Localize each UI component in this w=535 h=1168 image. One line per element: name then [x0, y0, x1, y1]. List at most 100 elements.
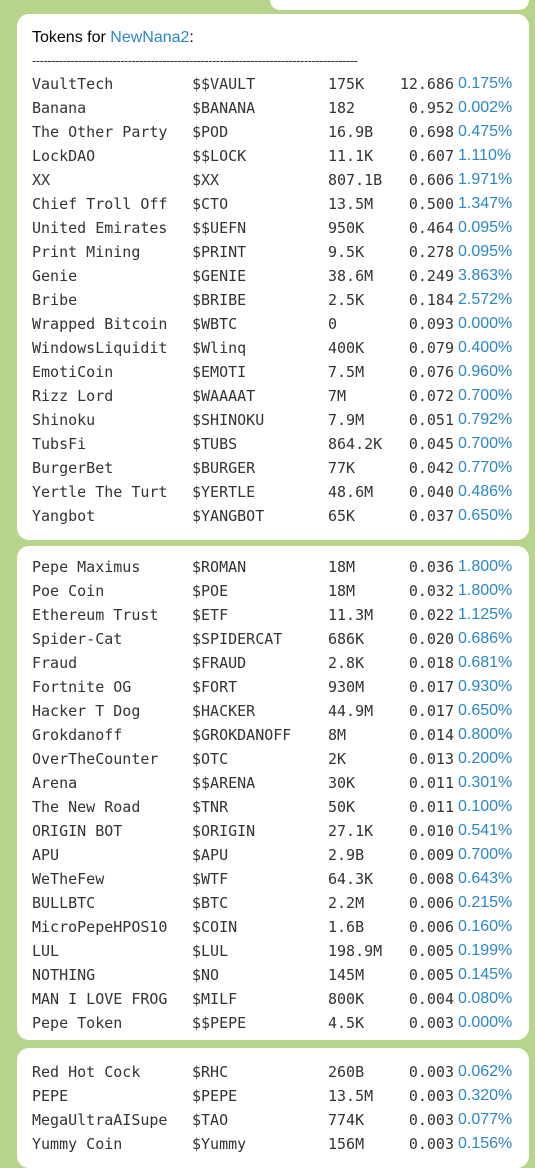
token-market-cap: 0 — [328, 315, 338, 333]
token-price: 0.042 — [408, 459, 454, 477]
token-market-cap: 800K — [328, 990, 365, 1008]
token-percent: 0.320% — [458, 1087, 513, 1104]
token-name: Shinoku — [32, 411, 96, 429]
message-bubble-3: Red Hot Cock $RHC 260B 0.003 0.062% PEPE $PEPE… — [17, 1048, 529, 1168]
token-ticker: $TAO — [192, 1111, 229, 1129]
token-price: 0.014 — [408, 726, 454, 744]
token-row: Yertle The Turt $YERTLE 48.6M 0.040 0.486% — [32, 480, 529, 504]
token-price: 0.004 — [408, 990, 454, 1008]
message-bubble-2: Pepe Maximus $ROMAN 18M 0.036 1.800% Poe Coin… — [17, 546, 529, 1040]
token-market-cap: 182 — [328, 99, 356, 117]
token-row: ORIGIN BOT $ORIGIN 27.1K 0.010 0.541% — [32, 819, 529, 843]
token-ticker: $$LOCK — [192, 147, 247, 165]
token-ticker: $ORIGIN — [192, 822, 256, 840]
token-row: Pepe Maximus $ROMAN 18M 0.036 1.800% — [32, 555, 529, 579]
token-percent: 0.486% — [458, 483, 513, 500]
token-market-cap: 774K — [328, 1111, 365, 1129]
token-percent: 0.199% — [458, 942, 513, 959]
token-price: 0.045 — [408, 435, 454, 453]
token-price: 0.005 — [408, 966, 454, 984]
token-row: Red Hot Cock $RHC 260B 0.003 0.062% — [32, 1060, 529, 1084]
token-market-cap: 145M — [328, 966, 365, 984]
token-name: The Other Party — [32, 123, 168, 141]
token-percent: 0.700% — [458, 387, 513, 404]
token-percent: 0.077% — [458, 1111, 513, 1128]
token-market-cap: 7.9M — [328, 411, 365, 429]
token-row: TubsFi $TUBS 864.2K 0.045 0.700% — [32, 432, 529, 456]
token-percent: 0.100% — [458, 798, 513, 815]
token-name: MAN I LOVE FROG — [32, 990, 168, 1008]
token-market-cap: 16.9B — [328, 123, 374, 141]
token-market-cap: 8M — [328, 726, 347, 744]
token-price: 0.005 — [408, 942, 454, 960]
token-name: XX — [32, 171, 51, 189]
token-ticker: $LUL — [192, 942, 229, 960]
token-percent: 2.572% — [458, 291, 513, 308]
token-row: Fortnite OG $FORT 930M 0.017 0.930% — [32, 675, 529, 699]
token-percent: 1.110% — [458, 147, 512, 164]
token-name: Print Mining — [32, 243, 141, 261]
token-name: PEPE — [32, 1087, 69, 1105]
token-price: 0.051 — [408, 411, 454, 429]
token-price: 0.011 — [408, 774, 454, 792]
token-row: Chief Troll Off $CTO 13.5M 0.500 1.347% — [32, 192, 529, 216]
token-percent: 0.686% — [458, 630, 513, 647]
token-ticker: $BRIBE — [192, 291, 247, 309]
token-price: 0.464 — [408, 219, 454, 237]
token-ticker: $CTO — [192, 195, 229, 213]
header-prefix: Tokens for — [32, 29, 111, 46]
token-percent: 0.301% — [458, 774, 513, 791]
token-ticker: $BANANA — [192, 99, 256, 117]
token-row: VaultTech $$VAULT 175K 12.686 0.175% — [32, 72, 529, 96]
token-market-cap: 930M — [328, 678, 365, 696]
token-percent: 0.400% — [458, 339, 513, 356]
token-ticker: $COIN — [192, 918, 238, 936]
token-ticker: $BTC — [192, 894, 229, 912]
token-percent: 0.145% — [458, 966, 513, 983]
token-price: 0.003 — [408, 1135, 454, 1153]
token-row: Ethereum Trust $ETF 11.3M 0.022 1.125% — [32, 603, 529, 627]
token-market-cap: 30K — [328, 774, 356, 792]
token-name: Rizz Lord — [32, 387, 114, 405]
token-row: Fraud $FRAUD 2.8K 0.018 0.681% — [32, 651, 529, 675]
token-row: MegaUltraAISupe $TAO 774K 0.003 0.077% — [32, 1108, 529, 1132]
token-percent: 0.080% — [458, 990, 513, 1007]
token-ticker: $OTC — [192, 750, 229, 768]
token-ticker: $TUBS — [192, 435, 238, 453]
token-price: 0.278 — [408, 243, 454, 261]
token-market-cap: 2.9B — [328, 846, 365, 864]
token-ticker: $FRAUD — [192, 654, 247, 672]
token-name: NOTHING — [32, 966, 96, 984]
token-row: WindowsLiquidit $Wlinq 400K 0.079 0.400% — [32, 336, 529, 360]
token-name: Ethereum Trust — [32, 606, 159, 624]
token-market-cap: 38.6M — [328, 267, 374, 285]
token-price: 0.500 — [408, 195, 454, 213]
token-row: Hacker T Dog $HACKER 44.9M 0.017 0.650% — [32, 699, 529, 723]
token-percent: 1.800% — [458, 558, 513, 575]
user-mention-link[interactable]: NewNana2 — [110, 29, 190, 46]
token-ticker: $YANGBOT — [192, 507, 265, 525]
token-percent: 0.792% — [458, 411, 513, 428]
token-row: MicroPepeHPOS10 $COIN 1.6B 0.006 0.160% — [32, 915, 529, 939]
token-market-cap: 7.5M — [328, 363, 365, 381]
token-market-cap: 2.2M — [328, 894, 365, 912]
token-row: MAN I LOVE FROG $MILF 800K 0.004 0.080% — [32, 987, 529, 1011]
token-price: 0.607 — [408, 147, 454, 165]
token-market-cap: 198.9M — [328, 942, 383, 960]
token-percent: 1.125% — [458, 606, 513, 623]
token-percent: 0.215% — [458, 894, 513, 911]
token-price: 0.003 — [408, 1063, 454, 1081]
token-market-cap: 27.1K — [328, 822, 374, 840]
token-market-cap: 11.1K — [328, 147, 374, 165]
token-name: Hacker T Dog — [32, 702, 141, 720]
token-row: Rizz Lord $WAAAAT 7M 0.072 0.700% — [32, 384, 529, 408]
token-row: The New Road $TNR 50K 0.011 0.100% — [32, 795, 529, 819]
token-row: Shinoku $SHINOKU 7.9M 0.051 0.792% — [32, 408, 529, 432]
token-name: Chief Troll Off — [32, 195, 168, 213]
token-row: Grokdanoff $GROKDANOFF 8M 0.014 0.800% — [32, 723, 529, 747]
previous-message-tail — [270, 0, 529, 10]
token-ticker: $Wlinq — [192, 339, 247, 357]
token-name: Red Hot Cock — [32, 1063, 141, 1081]
token-market-cap: 18M — [328, 582, 356, 600]
token-price: 0.076 — [408, 363, 454, 381]
